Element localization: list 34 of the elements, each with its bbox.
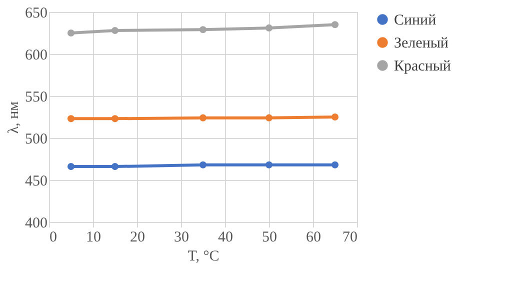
x-tick-label: 10 [86, 230, 101, 246]
point [67, 115, 75, 122]
x-axis-title: T, °C [188, 248, 220, 264]
point [67, 29, 75, 37]
point [265, 114, 273, 122]
point [199, 114, 207, 122]
legend-label: Красный [394, 58, 451, 74]
point [331, 21, 339, 28]
y-axis-title: λ, нм [6, 100, 22, 134]
legend-label: Синий [394, 12, 436, 28]
y-tick-label: 550 [25, 90, 48, 106]
point [331, 113, 339, 121]
x-tick-label: 30 [174, 230, 189, 246]
point [331, 161, 339, 168]
x-tick-label: 20 [130, 230, 145, 246]
x-tick-label: 70 [342, 230, 358, 246]
y-tick-label: 600 [25, 48, 48, 64]
legend-label: Зеленый [394, 36, 448, 52]
y-tick-label: 400 [25, 216, 48, 232]
x-tick-label: 40 [218, 230, 233, 246]
y-tick-label: 500 [25, 132, 48, 148]
point [265, 24, 273, 32]
x-tick-label: 60 [306, 230, 321, 246]
point [67, 163, 75, 170]
point [111, 115, 119, 122]
point [111, 163, 119, 170]
x-tick-label: 50 [262, 230, 277, 246]
y-tick-label: 450 [25, 174, 48, 190]
point [265, 161, 273, 168]
x-tick-label: 0 [50, 230, 57, 246]
point [199, 26, 207, 34]
y-tick-label: 650 [25, 6, 48, 22]
point [199, 161, 207, 168]
point [111, 26, 119, 34]
